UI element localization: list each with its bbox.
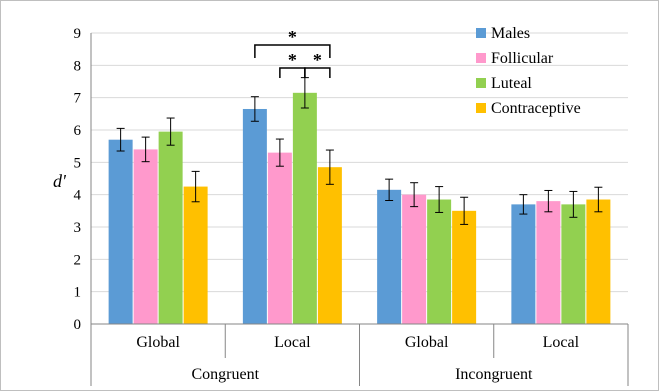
legend-swatch [476,28,486,38]
legend-label: Luteal [491,75,532,92]
axes [90,33,629,386]
x-group-label: Incongruent [455,366,533,383]
legend-label: Contraceptive [491,100,581,117]
y-tick-label: 1 [74,285,82,301]
legend-swatch [476,103,486,113]
y-tick-label: 8 [74,58,82,74]
significance-brackets: * * * [254,27,331,78]
bar-follicular [267,152,292,324]
legend-swatch [476,53,486,63]
bars [108,92,611,324]
y-tick-label: 7 [74,91,82,107]
bar-follicular [402,194,427,324]
bar-luteal [292,92,317,324]
bar-contraceptive [586,199,611,324]
y-tick-label: 5 [74,155,82,171]
legend-label: Follicular [491,50,554,67]
x-category-label: Local [274,334,311,351]
y-tick-label: 3 [74,220,82,236]
bar-males [108,139,133,324]
x-category-label: Local [543,334,580,351]
bar-males [377,189,402,324]
significance-star: * [288,50,297,70]
significance-bracket [304,67,331,78]
y-tick-label: 4 [74,188,82,204]
bar-luteal [427,199,452,324]
x-category-label: Global [136,334,180,351]
bar-luteal [561,204,586,324]
y-tick-label: 0 [74,317,82,333]
bar-males [511,204,536,324]
significance-star: * [288,27,297,47]
x-group-label: Congruent [191,366,259,383]
y-tick-label: 2 [74,252,82,268]
legend-swatch [476,78,486,88]
bar-follicular [536,201,561,324]
bar-luteal [158,131,183,324]
bar-males [242,108,267,324]
significance-star: * [313,50,322,70]
legend: Males Follicular Luteal Contraceptive [476,25,581,117]
x-category-label: Global [405,334,449,351]
y-tick-label: 9 [74,26,82,42]
error-bars [116,77,603,225]
bar-follicular [133,149,158,324]
y-tick-label: 6 [74,123,82,139]
bar-contraceptive [317,167,342,324]
bar-contraceptive [452,210,477,324]
significance-bracket [254,44,331,58]
y-axis-label: d' [53,171,67,191]
x-category-labels: Global Local Global Local Congruent Incongrue… [136,334,579,383]
bar-contraceptive [183,186,208,324]
y-tick-labels: 0 1 2 3 4 5 6 7 8 9 [74,26,82,333]
legend-label: Males [491,25,530,42]
